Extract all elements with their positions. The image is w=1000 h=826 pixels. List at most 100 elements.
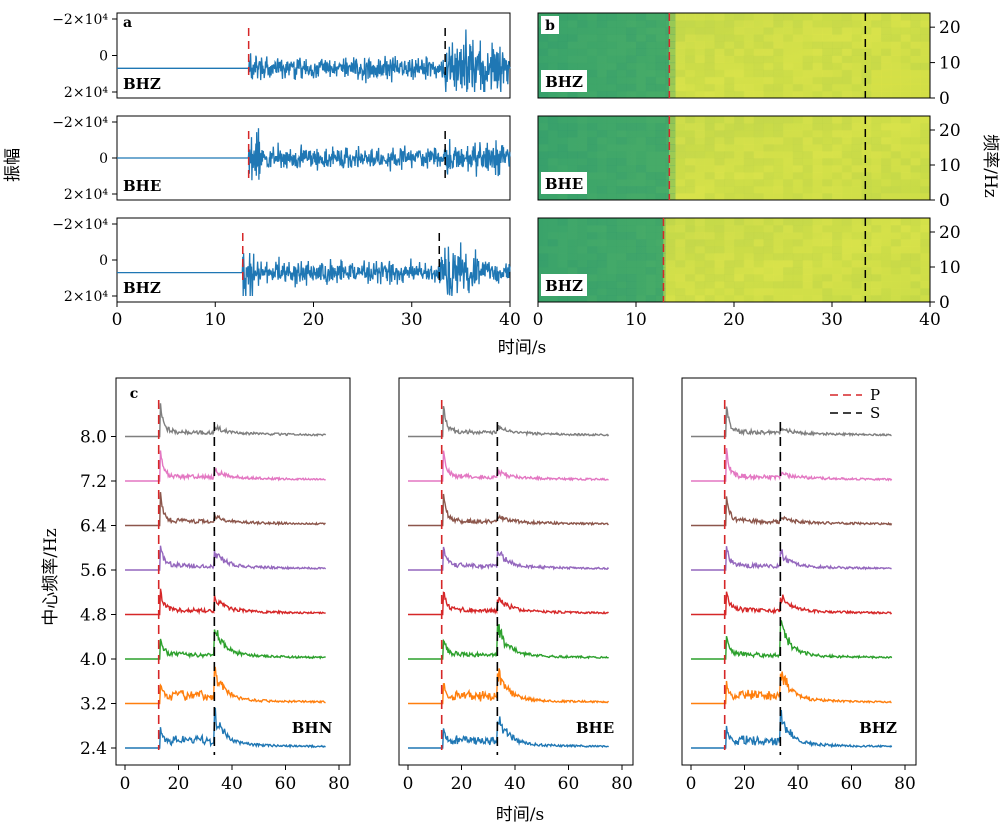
spectrogram-cell <box>547 260 559 268</box>
spectrogram-cell <box>596 48 608 56</box>
spectrogram-cell <box>900 218 911 226</box>
spectrogram-cell <box>538 137 549 145</box>
spectrogram-cell <box>665 193 676 201</box>
spectrogram-cell <box>773 130 784 138</box>
spectrogram-cell <box>832 158 843 166</box>
spectrogram-cell <box>616 281 627 289</box>
spectrogram-cell <box>616 55 627 64</box>
spectrogram-cell <box>557 123 568 131</box>
spectrogram-cell <box>743 13 755 21</box>
spectrogram-cell <box>606 295 617 303</box>
spectrogram-cell <box>655 260 666 268</box>
spectrogram-cell <box>773 260 784 268</box>
spectrogram-cell <box>694 34 706 42</box>
spectrogram-axes-frame <box>537 115 931 201</box>
spectrogram-cell <box>783 260 794 268</box>
band-trace-4.8hz <box>691 591 893 616</box>
panel-c-band-envelopes: 0 20 40 60 80 BHN 0 20 40 60 80 BHE 0 20 40 60 80 BHZ 2.4 3… <box>80 377 917 794</box>
spectrogram-cell <box>802 172 813 180</box>
spectrogram-cell <box>557 137 568 145</box>
spectrogram-cell <box>714 116 725 124</box>
band-trace-8.0hz <box>125 403 327 438</box>
spectrogram-cell <box>645 90 657 99</box>
amp-tick-label: 2×10⁴ <box>64 187 108 203</box>
spectrogram-cell <box>665 27 676 35</box>
spectrogram-cell <box>743 267 755 275</box>
spectrogram-cell <box>832 218 843 226</box>
spectrogram-cell <box>763 41 774 49</box>
spectrogram-cell <box>694 239 706 247</box>
spectrogram-cell <box>734 225 745 233</box>
spectrogram-cell <box>547 151 559 159</box>
spectrogram-cell <box>714 239 725 247</box>
spectrogram-cell <box>822 239 833 247</box>
spectrogram-cell <box>890 130 902 138</box>
spectrogram-cell <box>871 260 882 268</box>
spectrogram-cell <box>645 274 657 282</box>
spectrogram-cell <box>538 116 549 124</box>
spectrogram-cell <box>636 144 647 152</box>
spectrogram-cell <box>920 76 931 85</box>
spectrogram-cell <box>920 34 931 42</box>
spectrogram-cell <box>802 34 813 42</box>
spectrogram-cell <box>626 295 637 303</box>
time-tick-label: 40 <box>919 310 941 330</box>
spectrogram-cell <box>665 13 676 21</box>
spectrogram-cell <box>626 225 637 233</box>
spectrogram-cell <box>812 130 823 138</box>
spectrogram-cell <box>665 48 676 56</box>
spectrogram-cell <box>783 232 794 240</box>
spectrogram-cell <box>645 76 657 85</box>
spectrogram-cell <box>606 144 617 152</box>
spectrogram-cell <box>606 232 617 240</box>
spectrogram-cell <box>900 20 911 28</box>
spectrogram-cell <box>783 62 794 71</box>
spectrogram-cell <box>890 62 902 71</box>
spectrogram-cell <box>743 165 755 173</box>
spectrogram-cell <box>606 137 617 145</box>
spectrogram-cell <box>841 34 853 42</box>
spectrogram-cell <box>832 295 843 303</box>
spectrogram-cell <box>783 295 794 303</box>
spectrogram-cell <box>832 260 843 268</box>
spectrogram-cell <box>832 186 843 194</box>
spectrogram-cell <box>626 116 637 124</box>
spectrogram-cell <box>714 267 725 275</box>
spectrogram-cell <box>890 193 902 201</box>
spectrogram-cell <box>881 239 892 247</box>
spectrogram-cell <box>645 20 657 28</box>
spectrogram-cell <box>871 20 882 28</box>
spectrogram-cell <box>704 288 715 296</box>
spectrogram-cell <box>655 288 666 296</box>
spectrogram-cell <box>587 116 598 124</box>
spectrogram-cell <box>900 69 911 78</box>
spectrogram-cell <box>547 41 559 49</box>
spectrogram-cell <box>675 130 686 138</box>
spectrogram-cell <box>851 41 862 49</box>
spectrogram-cell <box>773 76 784 85</box>
spectrogram-cell <box>675 90 686 99</box>
spectrogram-cell <box>812 20 823 28</box>
spectrogram-cell <box>587 69 598 78</box>
spectrogram-cell <box>626 218 637 226</box>
spectrogram-cell <box>734 116 745 124</box>
spectrogram-cell <box>900 288 911 296</box>
spectrogram-cell <box>606 48 617 56</box>
spectrogram-cell <box>665 288 676 296</box>
spectrogram-cell <box>675 193 686 201</box>
spectrogram-cell <box>694 62 706 71</box>
spectrogram-cell <box>704 158 715 166</box>
spectrogram-cell <box>861 172 872 180</box>
amp-tick-label: 2×10⁴ <box>64 289 108 305</box>
spectrogram-cell <box>832 239 843 247</box>
spectrogram-cell <box>567 295 578 303</box>
legend-p-label: P <box>870 386 880 404</box>
spectrogram-cell <box>734 179 745 187</box>
spectrogram-cell <box>636 193 647 201</box>
spectrogram-cell <box>822 193 833 201</box>
spectrogram-cell <box>871 34 882 42</box>
spectrogram-cell <box>675 225 686 233</box>
spectrogram-cell <box>812 41 823 49</box>
spectrogram-cell <box>665 76 676 85</box>
